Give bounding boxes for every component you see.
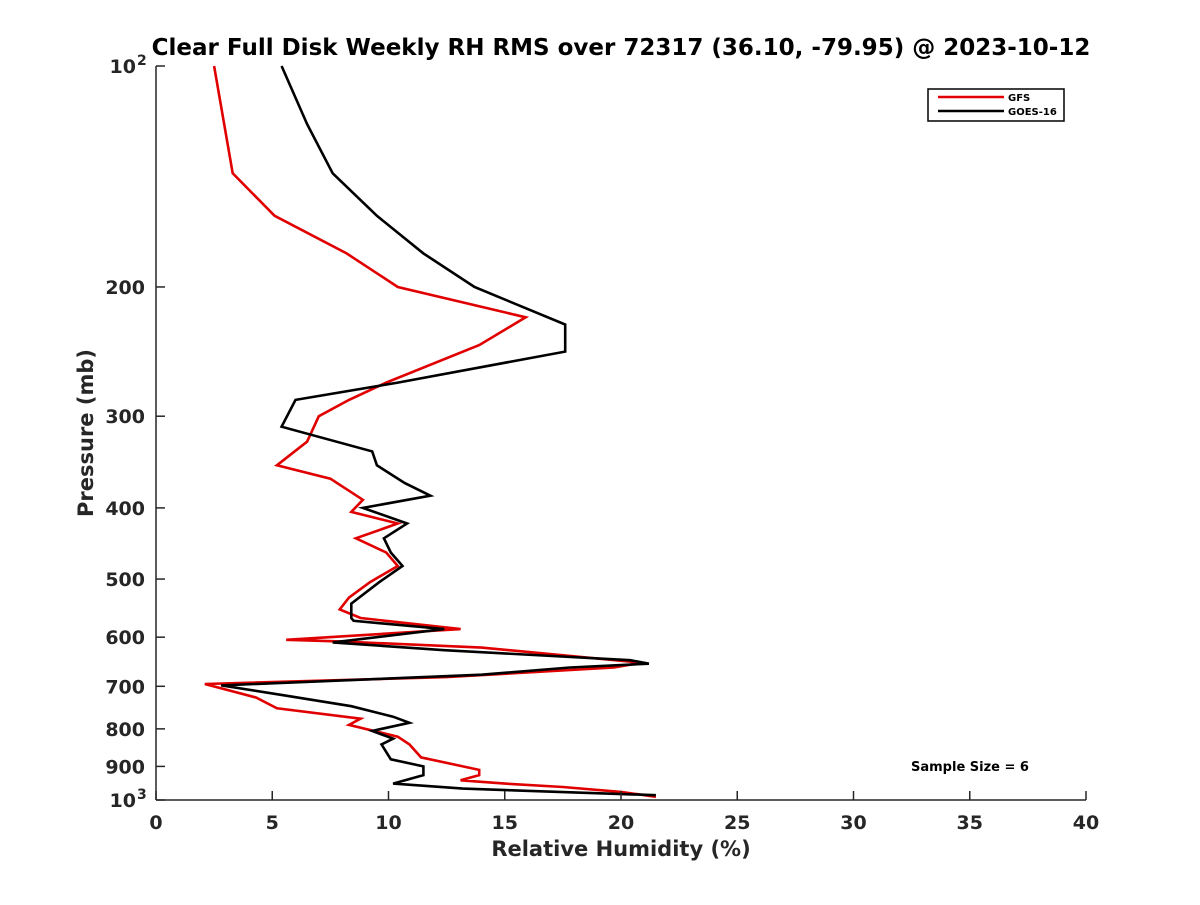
y-tick-exponent: 2: [137, 53, 147, 69]
x-tick-label: 0: [149, 812, 162, 834]
x-tick-label: 5: [266, 812, 279, 834]
series-line-goes-16: [220, 65, 656, 797]
plot-area: [156, 66, 1086, 800]
y-tick-label: 600: [105, 627, 145, 649]
plot-background: [156, 66, 1086, 800]
x-tick-label: 30: [840, 812, 866, 834]
x-tick-label: 15: [492, 812, 518, 834]
legend-box: [927, 88, 1065, 122]
series-layer: [204, 65, 657, 799]
chart-title: Clear Full Disk Weekly RH RMS over 72317…: [152, 35, 1091, 61]
y-tick-label: 300: [105, 406, 145, 428]
y-tick-label: 900: [105, 756, 145, 778]
y-tick-label: 700: [105, 676, 145, 698]
y-tick-label: 10: [110, 790, 136, 812]
y-tick-label: 400: [105, 498, 145, 520]
legend: GFS GOES-16: [927, 88, 1065, 122]
legend-label-goes-16: GOES-16: [1008, 107, 1057, 118]
x-tick-label: 10: [375, 812, 401, 834]
legend-label-gfs: GFS: [1008, 93, 1030, 104]
y-tick-label: 800: [105, 719, 145, 741]
sample-size-annotation: Sample Size = 6: [911, 760, 1029, 775]
x-tick-label: 25: [724, 812, 750, 834]
y-axis-label: Pressure (mb): [74, 349, 98, 517]
x-tick-label: 35: [957, 812, 983, 834]
y-tick-label: 500: [105, 569, 145, 591]
y-tick-exponent: 3: [137, 787, 147, 803]
x-tick-label: 40: [1073, 812, 1099, 834]
series-line-gfs: [204, 65, 657, 799]
x-axis-label: Relative Humidity (%): [491, 837, 750, 861]
x-tick-label: 20: [608, 812, 634, 834]
y-tick-label: 10: [110, 56, 136, 78]
y-tick-label: 200: [105, 277, 145, 299]
x-axis-ticks: 0 5 10 15 20 25 30 35 40: [149, 791, 1099, 834]
